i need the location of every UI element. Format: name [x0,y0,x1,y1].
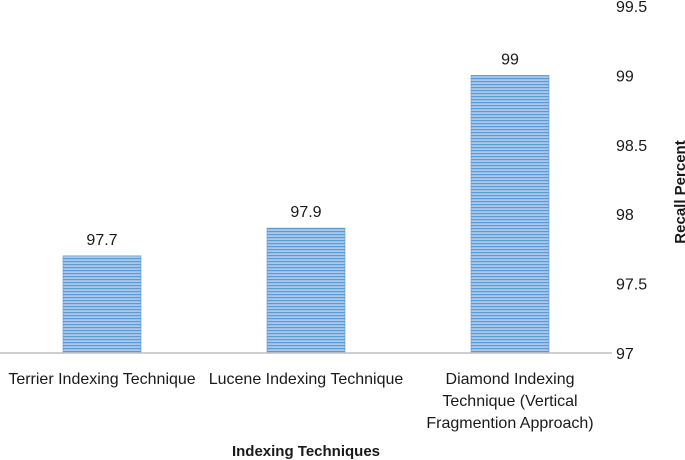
y-tick-label-1: 97 [616,346,634,363]
category-label-1: Terrier Indexing Technique [8,371,195,388]
y-tick-labels-group: 97 97.5 98 98.5 99 99.5 [616,0,647,363]
y-tick-label-2: 97.5 [616,277,647,294]
data-label-3: 99 [501,51,519,68]
category-label-2: Lucene Indexing Technique [209,371,404,388]
y-tick-label-6: 99.5 [616,0,647,16]
data-label-2: 97.9 [290,204,321,221]
bars-group [62,75,550,354]
y-tick-label-3: 98 [616,207,634,224]
category-labels-group: Terrier Indexing Technique Lucene Indexin… [8,371,593,432]
bar-1 [62,255,142,354]
data-labels-group: 97.7 97.9 99 [86,51,519,248]
data-label-1: 97.7 [86,232,117,249]
bar-2 [266,227,346,354]
y-axis-title: Recall Percent [672,140,685,243]
y-tick-label-5: 99 [616,68,634,85]
category-label-3: Diamond Indexing Technique (Vertical Fragm… [426,371,593,432]
x-axis-title: Indexing Techniques [232,443,380,460]
y-tick-label-4: 98.5 [616,138,647,155]
bar-3 [470,75,550,354]
